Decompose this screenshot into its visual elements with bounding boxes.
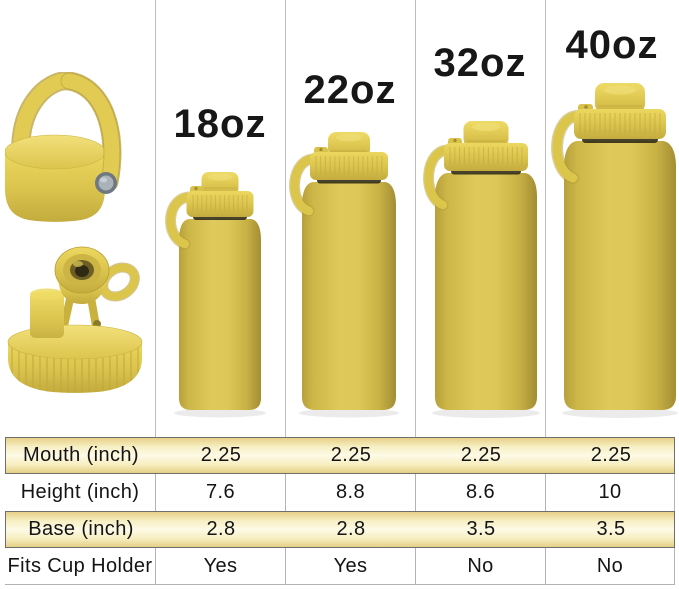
column-divider — [155, 0, 156, 437]
bottle-18oz-image — [165, 172, 266, 418]
size-label-32oz: 32oz — [433, 41, 527, 85]
row-header-mouth: Mouth (inch) — [23, 444, 139, 466]
height-value-40oz: 10 — [545, 474, 675, 511]
table-row-cup-holder: Fits Cup Holder Yes Yes No No — [5, 548, 675, 585]
mouth-value-22oz: 2.25 — [330, 444, 372, 466]
spec-table: Mouth (inch) 2.25 2.25 2.25 2.25 Height … — [5, 437, 675, 585]
size-label-22oz: 22oz — [303, 68, 397, 112]
column-divider — [285, 0, 286, 437]
base-value-32oz: 3.5 — [466, 518, 496, 540]
flex-handle-lid-image — [5, 72, 122, 222]
base-value-22oz: 2.8 — [336, 518, 366, 540]
mouth-value-32oz: 2.25 — [460, 444, 502, 466]
base-value-40oz: 3.5 — [596, 518, 626, 540]
cup-holder-value-18oz: Yes — [155, 548, 285, 584]
bottle-22oz-image — [289, 132, 399, 418]
cup-holder-value-22oz: Yes — [285, 548, 415, 584]
bottle-40oz-image — [551, 83, 678, 418]
column-divider — [415, 0, 416, 437]
table-row-base: Base (inch) 2.8 2.8 3.5 3.5 — [5, 511, 675, 548]
mouth-value-18oz: 2.25 — [200, 444, 242, 466]
bottle-32oz-image — [423, 121, 540, 418]
cup-holder-value-40oz: No — [545, 548, 675, 584]
height-value-32oz: 8.6 — [415, 474, 545, 511]
size-label-40oz: 40oz — [565, 23, 659, 67]
mouth-value-40oz: 2.25 — [590, 444, 632, 466]
table-row-height: Height (inch) 7.6 8.8 8.6 10 — [5, 474, 675, 511]
row-header-height: Height (inch) — [20, 481, 140, 503]
open-spout-lid-image — [7, 246, 143, 393]
row-header-base: Base (inch) — [28, 518, 134, 540]
row-header-cup-holder: Fits Cup Holder — [7, 554, 153, 577]
height-value-22oz: 8.8 — [285, 474, 415, 511]
cup-holder-value-32oz: No — [415, 548, 545, 584]
column-divider — [545, 0, 546, 437]
base-value-18oz: 2.8 — [206, 518, 236, 540]
table-row-mouth: Mouth (inch) 2.25 2.25 2.25 2.25 — [5, 437, 675, 474]
size-label-18oz: 18oz — [173, 102, 267, 146]
height-value-18oz: 7.6 — [155, 474, 285, 511]
